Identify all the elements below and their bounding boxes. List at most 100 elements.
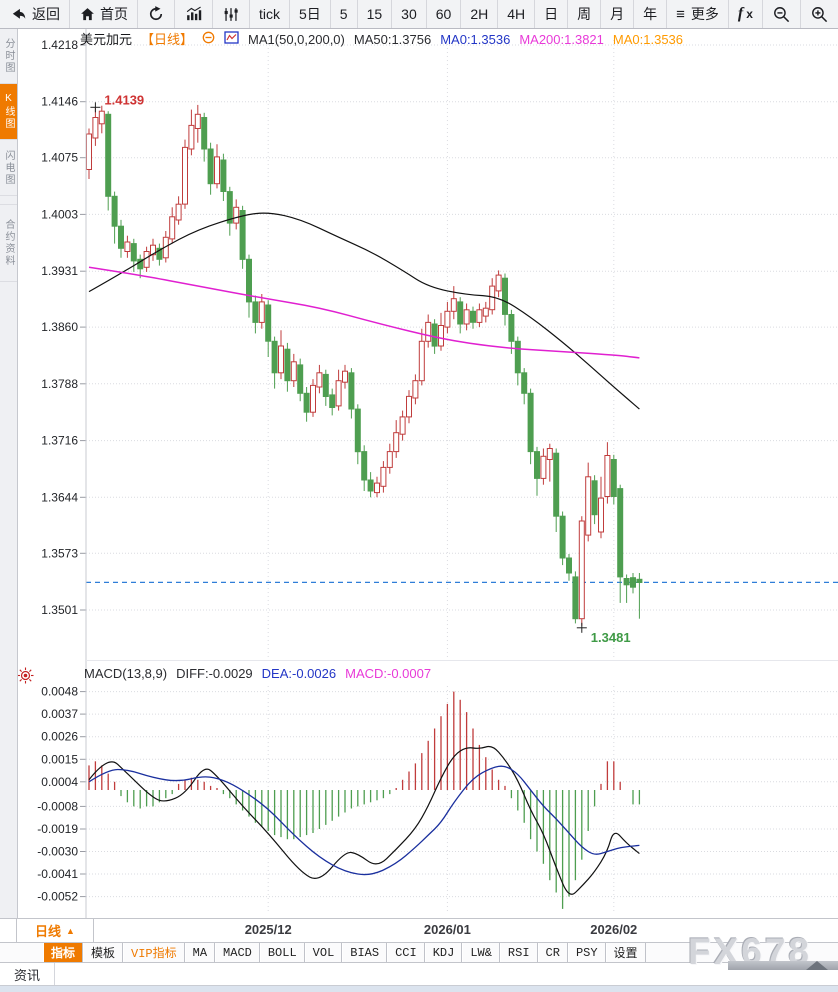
toolbar-button-refresh[interactable] bbox=[138, 0, 175, 28]
toolbar-button-back[interactable]: 返回 bbox=[0, 0, 70, 28]
indicator-tab-cr[interactable]: CR bbox=[537, 943, 568, 962]
indicator-tab-macd[interactable]: MACD bbox=[215, 943, 260, 962]
svg-text:-0.0008: -0.0008 bbox=[37, 799, 78, 813]
macd-settings-icon[interactable] bbox=[17, 667, 34, 689]
toolbar-button-day[interactable]: 日 bbox=[535, 0, 569, 28]
period-selector-label: 日线 bbox=[35, 924, 62, 939]
bar-chart-icon bbox=[184, 6, 203, 23]
zoom-out-icon bbox=[772, 5, 791, 24]
toolbar-button-home[interactable]: 首页 bbox=[70, 0, 138, 28]
dea-value: DEA:-0.0026 bbox=[261, 666, 337, 681]
macd-diff-line bbox=[88, 745, 640, 895]
indicator-tab-psy[interactable]: PSY bbox=[567, 943, 606, 962]
x-axis-label: 2026/01 bbox=[423, 922, 471, 937]
toolbar-button-year[interactable]: 年 bbox=[634, 0, 668, 28]
toolbar-button-label: 4H bbox=[507, 6, 526, 22]
indicator-tab-模板[interactable]: 模板 bbox=[83, 943, 124, 962]
menu-icon: ≡ bbox=[676, 5, 685, 23]
indicator-tab-指标[interactable]: 指标 bbox=[43, 943, 84, 962]
sidebar-tab-timeshare[interactable]: 分时图 bbox=[0, 28, 17, 84]
indicator-tab-lw[interactable]: LW& bbox=[462, 943, 500, 962]
ma0-orange-value: MA0:1.3536 bbox=[612, 32, 684, 47]
bottom-strip bbox=[0, 986, 838, 992]
indicator-tab-设置[interactable]: 设置 bbox=[605, 943, 646, 962]
svg-text:1.3860: 1.3860 bbox=[41, 320, 78, 334]
svg-text:1.4218: 1.4218 bbox=[41, 38, 78, 52]
toolbar-button-indicator[interactable] bbox=[213, 0, 250, 28]
indicator-tab-cci[interactable]: CCI bbox=[387, 943, 425, 962]
x-axis-label: 2026/02 bbox=[590, 922, 638, 937]
toolbar-button-label: 30 bbox=[401, 6, 417, 22]
toolbar-button-tick[interactable]: tick bbox=[250, 0, 290, 28]
toolbar-button-label: 年 bbox=[643, 6, 658, 22]
ma0-blue-value: MA0:1.3536 bbox=[440, 32, 511, 47]
indicator-tab-vol[interactable]: VOL bbox=[304, 943, 343, 962]
toolbar-button-m5[interactable]: 5 bbox=[331, 0, 358, 28]
toolbar-button-label: 更多 bbox=[690, 6, 719, 22]
ma-settings: MA1(50,0,200,0) bbox=[248, 32, 345, 47]
toolbar-button-label: 首页 bbox=[100, 6, 128, 22]
mini-chart-icon[interactable] bbox=[224, 30, 239, 47]
svg-text:0.0048: 0.0048 bbox=[41, 685, 78, 699]
macd-header: MACD(13,8,9) DIFF:-0.0029 DEA:-0.0026 MA… bbox=[84, 666, 431, 681]
macd-grid bbox=[80, 686, 838, 912]
news-tab[interactable]: 资讯 bbox=[0, 963, 56, 985]
sidebar-tab-kline[interactable]: K线图 bbox=[0, 84, 17, 140]
refresh-icon bbox=[147, 5, 165, 23]
toolbar-button-month[interactable]: 月 bbox=[601, 0, 635, 28]
toolbar-button-label: 60 bbox=[435, 6, 452, 22]
toolbar-button-chart-type[interactable] bbox=[175, 0, 213, 28]
main-grid bbox=[80, 40, 838, 660]
triangle-up-icon bbox=[806, 961, 828, 970]
indicator-tab-rsi[interactable]: RSI bbox=[499, 943, 538, 962]
high-annotation: 1.4139 bbox=[90, 92, 144, 113]
toolbar-button-5d[interactable]: 5日 bbox=[290, 0, 331, 28]
fx-icon: f bbox=[737, 5, 744, 22]
toolbar-button-h2[interactable]: 2H bbox=[461, 0, 499, 28]
indicator-tab-vip指标[interactable]: VIP指标 bbox=[123, 943, 185, 962]
svg-text:1.3716: 1.3716 bbox=[41, 434, 78, 448]
collapse-icon[interactable] bbox=[202, 31, 215, 47]
sidebar-tab-lightning[interactable]: 闪电图 bbox=[0, 140, 17, 196]
panel-expand-handle[interactable] bbox=[728, 961, 838, 970]
toolbar-button-m60[interactable]: 60 bbox=[427, 0, 462, 28]
left-sidebar: 分时图 K线图 闪电图合约资料 bbox=[0, 28, 18, 918]
chart-plot-area[interactable] bbox=[86, 28, 838, 918]
toolbar-button-h4[interactable]: 4H bbox=[498, 0, 536, 28]
svg-text:0.0015: 0.0015 bbox=[41, 752, 78, 766]
sidebar-tab-contract-info[interactable]: 合约资料 bbox=[0, 204, 17, 282]
period-selector[interactable]: 日线 ▲ bbox=[16, 919, 94, 942]
svg-text:-0.0019: -0.0019 bbox=[37, 822, 78, 836]
top-toolbar: 返回 首页 tick 5日 5 15 30 60 2H 4H 日 周 月 年 ≡ 更多 f x bbox=[0, 0, 838, 29]
main-y-axis-labels: 1.4218 1.4146 1.4075 1.4003 1.3931 1.3860 1.37… bbox=[41, 38, 78, 617]
indicator-tab-kdj[interactable]: KDJ bbox=[424, 943, 463, 962]
toolbar-button-label: 5日 bbox=[299, 6, 321, 22]
period-tag[interactable]: 【日线】 bbox=[141, 32, 194, 47]
macd-histogram bbox=[88, 691, 641, 909]
toolbar-button-label: 月 bbox=[610, 6, 625, 22]
toolbar-button-label: 返回 bbox=[32, 6, 60, 22]
indicator-tab-ma[interactable]: MA bbox=[184, 943, 216, 962]
toolbar-button-more[interactable]: ≡ 更多 bbox=[667, 0, 729, 28]
macd-y-axis-labels: 0.0048 0.0037 0.0026 0.0015 0.0004 -0.0008 -0.… bbox=[37, 685, 78, 904]
indicator-tab-bias[interactable]: BIAS bbox=[342, 943, 388, 962]
toolbar-button-zoom-out[interactable] bbox=[763, 0, 801, 28]
toolbar-button-label: 2H bbox=[470, 6, 489, 22]
toolbar-button-week[interactable]: 周 bbox=[568, 0, 602, 28]
ma200-value: MA200:1.3821 bbox=[519, 32, 604, 47]
macd-dea-line bbox=[88, 765, 640, 876]
ma50-value: MA50:1.3756 bbox=[353, 32, 432, 47]
toolbar-button-m15[interactable]: 15 bbox=[358, 0, 393, 28]
sliders-icon bbox=[222, 6, 240, 23]
chart-title-bar: 美元加元 【日线】 MA1(50,0,200,0) MA50:1.3756 MA… bbox=[80, 29, 683, 48]
toolbar-button-label: 日 bbox=[544, 6, 559, 22]
toolbar-button-m30[interactable]: 30 bbox=[392, 0, 427, 28]
time-axis-row: 日线 ▲ 2025/12 2026/01 2026/02 bbox=[0, 918, 838, 943]
ma50-line bbox=[88, 212, 640, 410]
toolbar-button-zoom-in[interactable] bbox=[801, 0, 838, 28]
indicator-tab-boll[interactable]: BOLL bbox=[259, 943, 305, 962]
svg-text:-0.0052: -0.0052 bbox=[37, 890, 78, 904]
diff-value: DIFF:-0.0029 bbox=[176, 666, 253, 681]
